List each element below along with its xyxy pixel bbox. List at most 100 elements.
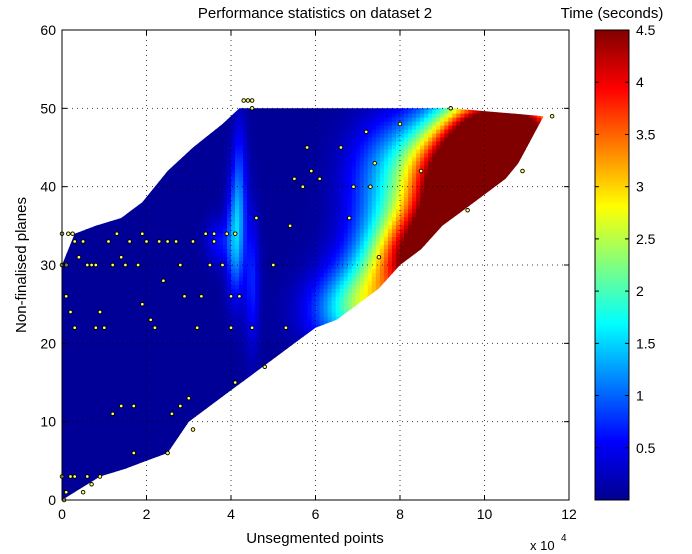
heat-cell <box>379 165 385 170</box>
heat-cell <box>464 113 469 119</box>
heat-cell <box>436 173 441 178</box>
heat-cell <box>206 185 212 190</box>
heat-cell <box>243 113 248 119</box>
heat-cell <box>448 141 453 147</box>
heat-cell <box>391 173 397 178</box>
heat-cell <box>275 173 280 178</box>
heat-cell <box>408 121 413 127</box>
heat-cell <box>275 165 280 170</box>
heat-cell <box>291 181 296 186</box>
heat-cell <box>404 149 409 155</box>
heat-cell <box>492 125 498 131</box>
heat-cell <box>371 157 377 163</box>
heat-cell <box>379 133 385 139</box>
heat-cell <box>190 161 196 167</box>
heat-cell <box>412 157 417 163</box>
heat-cell <box>226 161 232 167</box>
heat-cell <box>222 185 228 190</box>
heat-cell <box>239 177 244 182</box>
heat-cell <box>464 129 469 135</box>
heat-cell <box>327 169 333 174</box>
heat-cell <box>444 181 449 186</box>
heat-cell <box>263 149 268 155</box>
heat-cell <box>243 133 248 139</box>
heat-cell <box>158 185 164 190</box>
heat-cell <box>444 161 449 167</box>
heat-cell <box>218 133 224 139</box>
heat-cell <box>436 109 441 115</box>
heat-cell <box>267 125 272 131</box>
heat-cell <box>412 137 417 143</box>
heat-cell <box>492 153 498 159</box>
heat-cell <box>343 149 349 155</box>
heat-cell <box>198 165 204 170</box>
heat-cell <box>452 149 457 155</box>
heat-cell <box>504 169 510 174</box>
heat-cell <box>303 141 309 147</box>
heat-cell <box>359 181 365 186</box>
heat-cell <box>218 145 224 151</box>
heat-cell <box>383 161 389 167</box>
heat-cell <box>440 145 445 151</box>
heat-cell <box>315 129 321 135</box>
heat-cell <box>194 185 200 190</box>
heat-cell <box>472 109 478 115</box>
heat-cell <box>375 177 381 182</box>
heat-cell <box>335 133 341 139</box>
heat-cell <box>436 125 441 131</box>
heat-cell <box>472 113 478 119</box>
heat-cell <box>359 145 365 151</box>
heat-cell <box>424 161 429 167</box>
heat-cell <box>512 161 518 167</box>
heat-cell <box>391 129 397 135</box>
heat-cell <box>339 141 345 147</box>
heat-cell <box>351 137 357 143</box>
heat-cell <box>206 157 212 163</box>
heat-cell <box>536 113 542 119</box>
heat-cell <box>367 121 373 127</box>
heat-cell <box>275 125 280 131</box>
heat-cell <box>214 145 220 151</box>
heat-cell <box>395 145 401 151</box>
heat-cell <box>243 109 248 115</box>
heat-cell <box>496 145 502 151</box>
heat-cell <box>444 173 449 178</box>
heat-cell <box>299 129 305 135</box>
heat-cell <box>452 141 457 147</box>
heat-cell <box>263 121 268 127</box>
heat-cell <box>460 157 465 163</box>
heat-cell <box>472 173 478 178</box>
heat-cell <box>363 141 369 147</box>
heat-cell <box>247 149 252 155</box>
heat-cell <box>476 117 482 123</box>
heat-cell <box>524 137 530 143</box>
heat-cell <box>379 141 385 147</box>
heat-cell <box>468 161 474 167</box>
heat-cell <box>162 177 168 182</box>
heat-cell <box>472 137 478 143</box>
heat-cell <box>371 185 377 190</box>
heat-cell <box>303 169 309 174</box>
heat-cell <box>351 169 357 174</box>
heat-cell <box>315 109 321 115</box>
heat-cell <box>287 153 292 159</box>
heat-cell <box>283 108 288 111</box>
heat-cell <box>456 181 461 186</box>
heat-cell <box>408 161 413 167</box>
heat-cell <box>432 169 437 174</box>
heat-cell <box>307 108 313 111</box>
heat-cell <box>504 129 510 135</box>
heat-cell <box>468 141 474 147</box>
heat-cell <box>339 153 345 159</box>
heat-cell <box>339 169 345 174</box>
heat-cell <box>452 165 457 170</box>
heat-cell <box>472 169 478 174</box>
heat-cell <box>440 137 445 143</box>
heat-cell <box>367 169 373 174</box>
heat-cell <box>452 133 457 139</box>
heat-cell <box>178 157 184 163</box>
heat-cell <box>198 149 204 155</box>
heat-cell <box>295 125 300 131</box>
heat-cell <box>424 173 429 178</box>
heat-cell <box>319 125 325 131</box>
